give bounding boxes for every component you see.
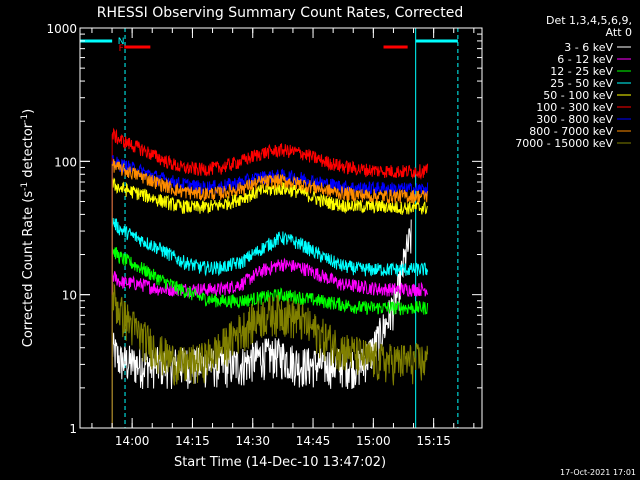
plot-frame [79,27,483,429]
series-line-5 [112,127,429,181]
x-tick-label-1: 14:15 [175,434,210,448]
legend-label-7: 800 - 7000 keV [529,125,613,138]
legend-label-4: 50 - 100 keV [543,89,613,102]
series-line-3 [111,217,429,277]
series-8 [111,282,429,428]
legend-label-2: 12 - 25 keV [550,65,613,78]
series-line-1 [111,257,429,298]
series-line-2 [111,247,429,316]
series-line-8 [111,282,429,386]
legend-header-1: Att 0 [606,26,632,39]
y-axis-label-sup1: -1 [20,182,30,191]
legend-label-8: 7000 - 15000 keV [515,137,613,150]
chart-title: RHESSI Observing Summary Count Rates, Co… [97,5,463,21]
footer-timestamp: 17-Oct-2021 17:01 [560,468,636,477]
legend-header-0: Det 1,3,4,5,6,9, [546,14,632,27]
flag-label-1: F [119,44,124,54]
y-tick-label-2: 100 [54,155,77,169]
legend-label-5: 100 - 300 keV [536,101,613,114]
y-axis-label: Corrected Count Rate (s-1 detector-1) [20,109,36,347]
flag-label-0: N [118,37,125,47]
x-tick-label-2: 14:30 [235,434,270,448]
y-axis-label-end: ) [21,109,36,114]
legend-label-3: 25 - 50 keV [550,77,613,90]
x-axis-label: Start Time (14-Dec-10 13:47:02) [174,455,386,470]
x-tick-label-3: 14:45 [296,434,331,448]
series-line-7 [111,159,429,204]
series-line-4 [111,177,428,215]
y-tick-label-0: 1 [69,422,77,436]
legend-label-1: 6 - 12 keV [557,53,613,66]
y-tick-label-1: 10 [62,289,77,303]
legend-label-6: 300 - 800 keV [536,113,613,126]
y-axis-label-mid: detector [21,122,36,182]
y-tick-label-3: 1000 [46,22,77,36]
x-tick-label-0: 14:00 [115,434,150,448]
x-tick-label-5: 15:15 [416,434,451,448]
x-tick-label-4: 15:00 [356,434,391,448]
y-axis-label-sup2: -1 [20,114,30,123]
y-axis-label-main: Corrected Count Rate (s [21,191,36,348]
legend-label-0: 3 - 6 keV [564,41,613,54]
